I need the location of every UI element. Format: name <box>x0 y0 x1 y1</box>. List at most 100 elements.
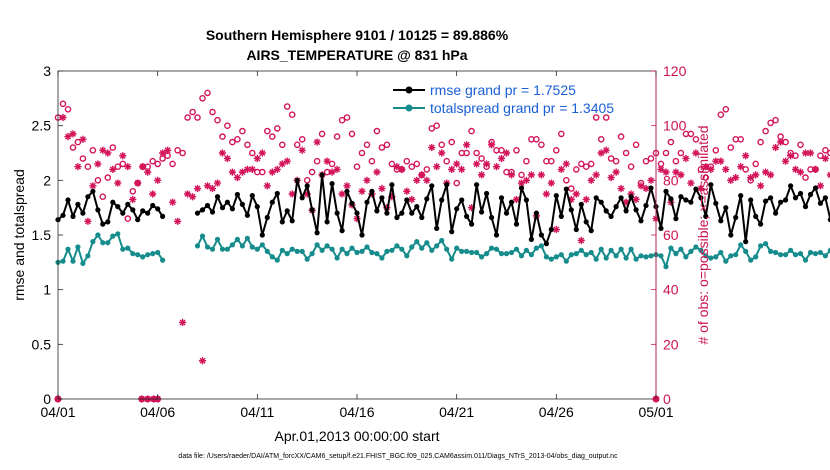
rmse-point <box>792 195 799 201</box>
totalspread-point <box>120 246 126 252</box>
assimilated-point <box>223 154 232 163</box>
possible-point <box>692 135 700 143</box>
possible-point <box>742 166 750 173</box>
totalspread-point <box>728 253 734 259</box>
assimilated-point <box>772 143 780 152</box>
rmse-point <box>498 195 505 201</box>
x-tick-label: 04/11 <box>240 404 274 420</box>
assimilated-point <box>149 190 157 198</box>
totalspread-point <box>643 254 649 260</box>
assimilated-point <box>542 190 550 198</box>
rmse-point <box>269 199 275 205</box>
possible-point <box>204 89 211 97</box>
totalspread-point <box>374 251 380 257</box>
rmse-point <box>339 228 345 234</box>
assimilated-point <box>119 152 127 160</box>
assimilated-point <box>492 163 501 171</box>
possible-point <box>129 187 137 195</box>
rmse-point <box>469 221 475 227</box>
possible-point <box>219 133 226 140</box>
rmse-point <box>160 213 166 219</box>
possible-point <box>578 160 585 168</box>
assimilated-point <box>333 165 341 173</box>
rmse-point <box>588 228 594 234</box>
totalspread-point <box>503 251 510 257</box>
possible-point <box>174 146 181 154</box>
totalspread-point <box>464 248 470 254</box>
assimilated-point <box>298 146 306 154</box>
legend-rmse-marker <box>405 86 413 94</box>
assimilated-point <box>682 154 690 163</box>
totalspread-point <box>493 246 500 252</box>
y-axis-right: 0 20 40 60 80 100 120 <box>651 63 687 407</box>
possible-point <box>179 149 186 157</box>
y-right-tick-label: 0 <box>663 391 671 407</box>
totalspread-point <box>498 251 505 257</box>
rmse-point <box>723 205 729 211</box>
assimilated-point <box>203 182 212 190</box>
totalspread-point <box>135 252 141 258</box>
possible-point <box>612 157 620 165</box>
possible-point <box>353 163 361 170</box>
assimilated-point <box>109 165 117 173</box>
rmse-point <box>618 195 624 201</box>
rmse-point <box>643 202 649 209</box>
totalspread-point <box>274 257 280 263</box>
legend-rmse-label: rmse grand pr = 1.7525 <box>430 82 576 98</box>
possible-point <box>582 163 590 170</box>
totalspread-line <box>57 232 164 265</box>
assimilated-point <box>622 198 630 206</box>
possible-point <box>383 141 391 149</box>
assimilated-point <box>477 171 486 179</box>
totalspread-point <box>822 253 829 259</box>
assimilated-point <box>408 195 416 204</box>
possible-point <box>244 141 251 149</box>
rmse-point <box>573 226 579 233</box>
possible-point <box>194 114 201 121</box>
totalspread-point <box>359 248 365 254</box>
chart-title-line1: Southern Hemisphere 9101 / 10125 = 89.88… <box>206 27 509 43</box>
totalspread-point <box>713 254 719 260</box>
assimilated-point <box>313 138 321 146</box>
totalspread-point <box>568 252 574 258</box>
assimilated-point <box>547 179 555 187</box>
possible-point <box>797 141 804 149</box>
rmse-point <box>419 214 425 221</box>
assimilated-point <box>637 182 645 190</box>
assimilated-point <box>283 157 291 165</box>
y-left-tick-label: 2 <box>43 172 51 188</box>
possible-point <box>124 215 132 222</box>
totalspread-point <box>683 254 689 260</box>
totalspread-point <box>444 246 450 252</box>
possible-point <box>248 149 256 157</box>
assimilated-point <box>742 152 750 160</box>
possible-point <box>164 152 171 159</box>
totalspread-point <box>249 244 255 250</box>
assimilated-point <box>592 171 600 179</box>
possible-point <box>189 108 196 116</box>
x-tick-label: 04/16 <box>339 404 374 420</box>
assimilated-point <box>438 149 446 157</box>
assimilated-point <box>218 149 227 157</box>
totalspread-point <box>239 243 245 249</box>
totalspread-point <box>70 258 76 264</box>
rmse-point <box>334 210 340 216</box>
assimilated-point <box>672 168 680 176</box>
assimilated-point <box>448 165 456 173</box>
totalspread-point <box>429 247 435 253</box>
totalspread-point <box>489 245 495 251</box>
totalspread-point <box>718 249 724 256</box>
possible-point <box>657 160 665 168</box>
rmse-point <box>693 186 699 192</box>
rmse-point <box>528 236 535 242</box>
possible-point <box>368 157 376 165</box>
rmse-point <box>548 226 554 233</box>
totalspread-point <box>224 246 230 252</box>
assimilated-point <box>597 149 605 157</box>
totalspread-point <box>95 232 101 238</box>
totalspread-point <box>778 252 784 258</box>
assimilated-point <box>482 160 491 168</box>
totalspread-point <box>389 247 395 253</box>
assimilated-point <box>697 184 705 193</box>
rmse-point <box>65 197 71 203</box>
